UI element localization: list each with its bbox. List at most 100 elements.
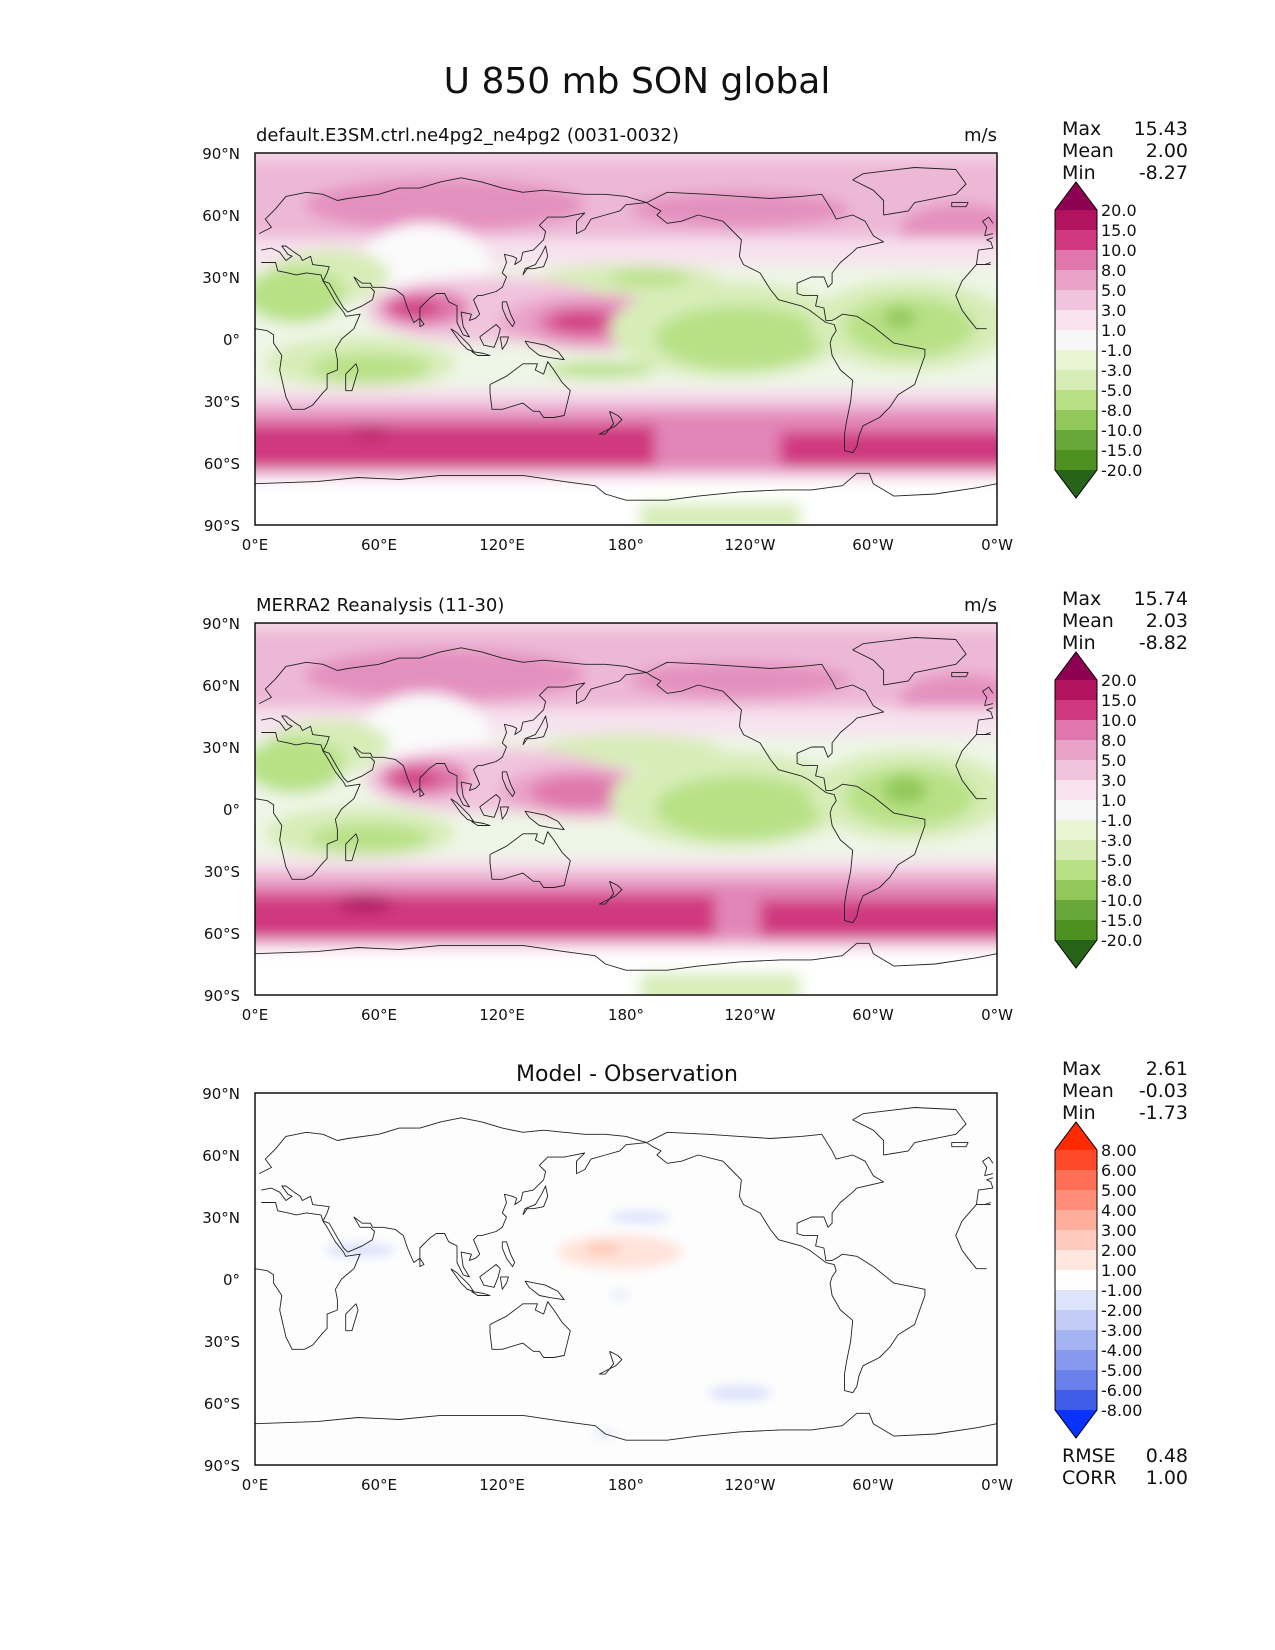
colorbar-tick-label: -20.0 — [1101, 931, 1142, 950]
colorbar-tick-label: -3.00 — [1101, 1321, 1142, 1340]
colorbar-bin — [1055, 900, 1097, 921]
colorbar-tick-label: 1.00 — [1101, 1261, 1137, 1280]
colorbar-bin — [1055, 800, 1097, 821]
x-tick-label: 60°W — [852, 536, 894, 554]
colorbar-tick-label: 8.0 — [1101, 731, 1126, 750]
coastline — [499, 806, 509, 820]
colorbar-tick-label: -5.0 — [1101, 381, 1132, 400]
coastlines — [255, 167, 997, 501]
colorbar-tick-label: 15.0 — [1101, 691, 1137, 710]
colorbar-bin — [1055, 820, 1097, 841]
map-frame — [254, 622, 998, 996]
stat-max-label: Max — [1062, 1058, 1101, 1080]
coastline — [598, 1350, 623, 1375]
coastline — [479, 794, 501, 818]
colorbar-tick-label: 10.0 — [1101, 241, 1137, 260]
colorbar-bin — [1055, 740, 1097, 761]
colorbar-tick-label: -5.0 — [1101, 851, 1132, 870]
metrics-box: RMSE 0.48 CORR 1.00 — [1062, 1445, 1188, 1489]
panel-test: default.E3SM.ctrl.ne4pg2_ne4pg2 (0031-00… — [202, 118, 1188, 554]
panel-title: MERRA2 Reanalysis (11-30) — [256, 595, 504, 616]
y-tick-label: 0° — [223, 1271, 240, 1289]
colorbar-bin — [1055, 1250, 1097, 1271]
colorbar-tick-label: 20.0 — [1101, 201, 1137, 220]
y-tick-label: 60°N — [202, 677, 240, 695]
y-tick-label: 60°N — [202, 1147, 240, 1165]
coastline — [499, 1276, 509, 1290]
coastline — [345, 1303, 359, 1332]
stat-max-value: 15.74 — [1134, 588, 1188, 610]
colorbar-tick-label: 20.0 — [1101, 671, 1137, 690]
colorbar-tick-label: 2.00 — [1101, 1241, 1137, 1260]
y-tick-label: 90°S — [204, 517, 240, 535]
map-frame — [254, 152, 998, 526]
stat-mean-label: Mean — [1062, 140, 1114, 162]
y-tick-label: 30°N — [202, 739, 240, 757]
colorbar-tick-label: 1.0 — [1101, 791, 1126, 810]
coastline — [982, 216, 994, 237]
colorbar-tick-label: -6.00 — [1101, 1381, 1142, 1400]
x-tick-label: 120°E — [479, 1006, 525, 1024]
coastlines — [255, 637, 997, 971]
coastline — [471, 350, 491, 356]
colorbar-bin — [1055, 450, 1097, 471]
colorbar-tick-label: 10.0 — [1101, 711, 1137, 730]
coastline — [489, 831, 571, 888]
panel-difference-field — [255, 1093, 997, 1465]
colorbar-tick-label: -1.0 — [1101, 811, 1132, 830]
coastline — [598, 410, 623, 435]
colorbar-tick-label: 6.00 — [1101, 1161, 1137, 1180]
units-label: m/s — [964, 595, 997, 616]
coastline — [419, 788, 425, 798]
x-tick-label: 180° — [608, 1476, 644, 1494]
stat-max-value: 15.43 — [1134, 118, 1188, 140]
panel-title: default.E3SM.ctrl.ne4pg2_ne4pg2 (0031-00… — [256, 125, 679, 146]
colorbar-bin — [1055, 430, 1097, 451]
colorbar-tick-label: -4.00 — [1101, 1341, 1142, 1360]
colorbar-bin — [1055, 1290, 1097, 1311]
colorbar-bin — [1055, 760, 1097, 781]
colorbar-tick-label: -20.0 — [1101, 461, 1142, 480]
coastline — [646, 191, 926, 454]
x-tick-label: 60°W — [852, 1006, 894, 1024]
stat-min-value: -8.27 — [1139, 162, 1188, 184]
stat-max-label: Max — [1062, 588, 1101, 610]
coastline — [479, 324, 501, 348]
colorbar-bin — [1055, 1210, 1097, 1231]
colorbar-bin — [1055, 270, 1097, 291]
coastline — [255, 1412, 997, 1441]
y-axis: 90°N 60°N 30°N 0° 30°S 60°S 90°S — [202, 615, 240, 1005]
coastlines — [255, 1107, 997, 1441]
x-tick-label: 60°E — [361, 536, 397, 554]
colorbar-bin — [1055, 1170, 1097, 1191]
colorbar-tick-label: -2.00 — [1101, 1301, 1142, 1320]
y-tick-label: 30°S — [204, 863, 240, 881]
colorbar-bin — [1055, 250, 1097, 271]
y-tick-label: 60°S — [204, 1395, 240, 1413]
coastline — [419, 1258, 425, 1268]
colorbar-tick-label: -10.0 — [1101, 891, 1142, 910]
panel-reference-field — [255, 623, 997, 995]
colorbar-bin — [1055, 290, 1097, 311]
x-tick-label: 0°E — [242, 1006, 269, 1024]
coastline — [852, 1107, 967, 1156]
colorbar-bin — [1055, 780, 1097, 801]
stats-box: Max 15.43 Mean 2.00 Min -8.27 — [1062, 118, 1188, 184]
coastline — [255, 732, 991, 880]
colorbar-tick-label: 5.0 — [1101, 751, 1126, 770]
y-tick-label: 60°S — [204, 455, 240, 473]
coastline — [524, 1280, 565, 1301]
rmse-label: RMSE — [1062, 1445, 1116, 1467]
coastline — [501, 1241, 516, 1268]
y-tick-label: 90°S — [204, 1457, 240, 1475]
coastline — [646, 1131, 926, 1394]
coastline — [255, 472, 997, 501]
coastline — [501, 301, 516, 328]
colorbar-tick-label: -1.00 — [1101, 1281, 1142, 1300]
colorbar-tick-label: -1.0 — [1101, 341, 1132, 360]
coastline — [982, 1156, 994, 1177]
stat-mean-value: 2.00 — [1146, 140, 1188, 162]
y-axis: 90°N 60°N 30°N 0° 30°S 60°S 90°S — [202, 145, 240, 535]
coastline — [951, 202, 969, 208]
